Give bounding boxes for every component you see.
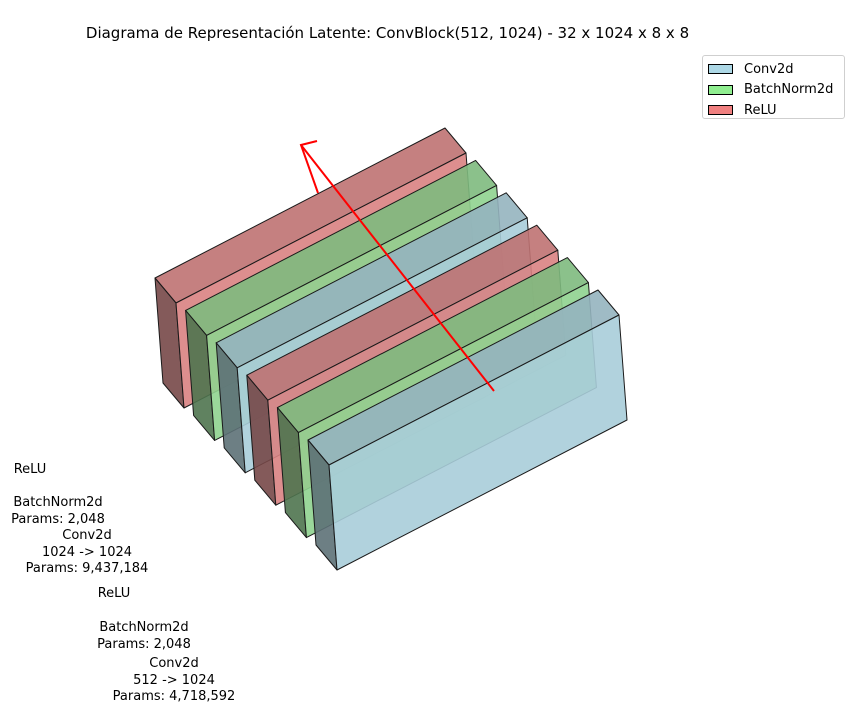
layer-label-relu-1: ReLU: [13, 462, 47, 477]
flow-arrow-shaft: [300, 144, 495, 392]
flow-arrow: [299, 140, 495, 392]
legend-label-batchnorm2d: BatchNorm2d: [744, 82, 834, 98]
layer-label-conv2d-1: Conv2d 1024 -> 1024 Params: 9,437,184: [25, 528, 149, 576]
layer-blocks: [154, 127, 628, 571]
diagram-title: Diagrama de Representación Latente: Conv…: [85, 24, 690, 42]
layer-label-relu-2: ReLU: [97, 586, 131, 601]
flow-arrow-head: [299, 140, 319, 194]
legend-label-relu: ReLU: [744, 102, 777, 118]
legend-item-relu: ReLU: [708, 100, 844, 121]
layer-label-batchnorm2d-2: BatchNorm2d Params: 2,048: [97, 620, 191, 652]
legend-swatch-batchnorm2d: [708, 84, 733, 95]
legend-swatch-relu: [708, 105, 733, 116]
layer-block-front-face: [328, 314, 628, 571]
legend-item-conv2d: Conv2d: [708, 59, 844, 80]
layer-block-conv2d-6: [307, 289, 628, 571]
legend-label-conv2d: Conv2d: [744, 61, 794, 77]
layer-label-conv2d-2: Conv2d 512 -> 1024 Params: 4,718,592: [112, 656, 236, 704]
layer-label-batchnorm2d-1: BatchNorm2d Params: 2,048: [11, 495, 105, 527]
legend-swatch-conv2d: [708, 64, 733, 75]
legend: Conv2d BatchNorm2d ReLU: [702, 55, 845, 119]
legend-item-batchnorm2d: BatchNorm2d: [708, 80, 844, 101]
